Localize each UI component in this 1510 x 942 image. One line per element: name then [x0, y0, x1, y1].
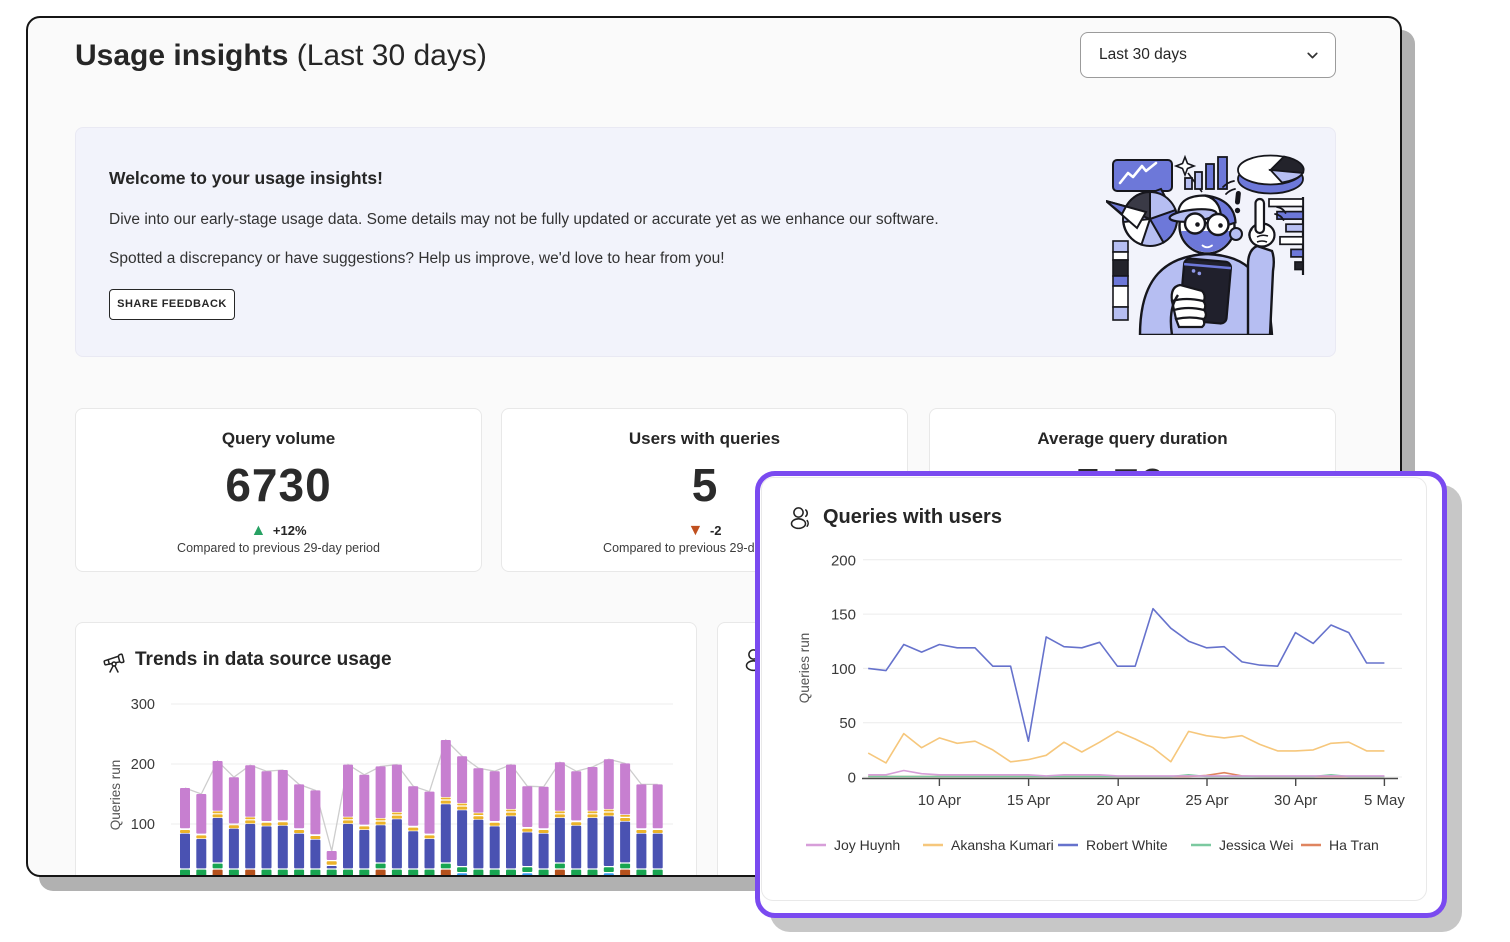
svg-text:Robert White: Robert White	[1086, 837, 1168, 853]
svg-text:Ha Tran: Ha Tran	[1329, 837, 1379, 853]
svg-text:300: 300	[131, 697, 155, 713]
svg-text:Queries run: Queries run	[108, 760, 123, 831]
svg-text:30 Apr: 30 Apr	[1274, 792, 1317, 809]
svg-text:50: 50	[839, 715, 856, 732]
svg-text:0: 0	[848, 770, 856, 787]
svg-text:20 Apr: 20 Apr	[1097, 792, 1140, 809]
svg-text:Jessica Wei: Jessica Wei	[1219, 837, 1293, 853]
svg-text:100: 100	[131, 817, 155, 833]
svg-text:Joy Huynh: Joy Huynh	[834, 837, 900, 853]
svg-text:Queries run: Queries run	[797, 633, 812, 704]
svg-text:150: 150	[831, 607, 856, 624]
svg-text:200: 200	[831, 552, 856, 569]
svg-text:10 Apr: 10 Apr	[918, 792, 961, 809]
svg-text:200: 200	[131, 757, 155, 773]
svg-text:5 May: 5 May	[1364, 792, 1405, 809]
svg-text:15 Apr: 15 Apr	[1007, 792, 1050, 809]
svg-text:Akansha Kumari: Akansha Kumari	[951, 837, 1054, 853]
svg-text:25 Apr: 25 Apr	[1185, 792, 1228, 809]
svg-text:100: 100	[831, 661, 856, 678]
